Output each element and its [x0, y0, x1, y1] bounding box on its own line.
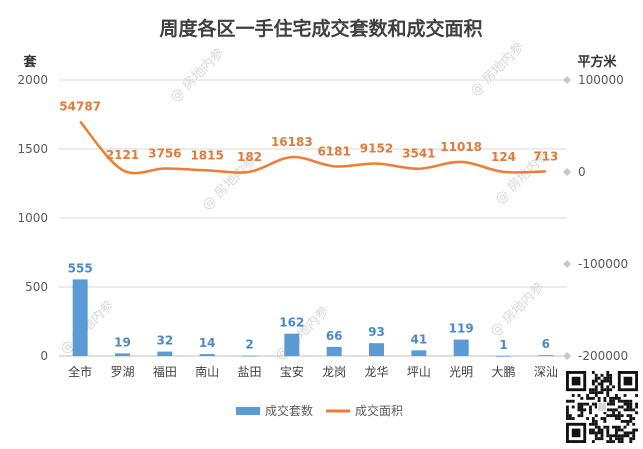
watermark: @ 房地内参: [487, 279, 547, 339]
category-label: 全市: [68, 364, 92, 379]
bar: [72, 279, 88, 356]
category-label: 盐田: [237, 365, 261, 379]
category-labels: 全市 罗湖 福田 南山 盐田 宝安 龙岗 龙华 坪山 光明 大鹏 深汕: [68, 364, 558, 379]
left-axis-unit: 套: [22, 54, 37, 70]
watermarks: @ 房地内参 @ 房地内参@ 房地内参 @ 房地内参@ 房地内参 @ 房地内参 @ 房地…: [57, 39, 552, 363]
bar-series: 555 19 32 14 2 162 66 93 41 119 1 6: [68, 261, 554, 357]
right-tick-marker: [563, 168, 571, 176]
bar-data-label: 93: [368, 325, 385, 339]
line-data-label: 9152: [360, 142, 393, 156]
right-axis-ticks: -200000 -100000 0 100000: [563, 73, 628, 363]
chart-title: 周度各区一手住宅成交套数和成交面积: [159, 17, 482, 40]
legend-label-bar: 成交套数: [265, 403, 313, 418]
right-tick-marker: [563, 352, 571, 360]
legend-label-line: 成交面积: [355, 403, 403, 418]
legend: 成交套数 成交面积: [236, 403, 403, 418]
bar: [115, 353, 130, 356]
line-data-label: 182: [237, 150, 262, 164]
category-label: 福田: [153, 364, 177, 379]
right-tick-marker: [563, 260, 571, 268]
line-data-label: 16183: [271, 135, 313, 149]
category-label: 龙岗: [322, 365, 346, 379]
bar-data-label: 66: [326, 329, 343, 343]
bar-data-label: 41: [410, 332, 427, 346]
bar-data-label: 19: [114, 335, 131, 349]
bar-data-label: 14: [199, 336, 216, 350]
qr-code-icon: [566, 371, 638, 443]
bar-data-label: 2: [245, 338, 253, 352]
bar-data-label: 1: [499, 338, 507, 352]
category-label: 龙华: [364, 365, 388, 379]
left-tick-label: 1000: [17, 211, 48, 225]
bar-data-label: 119: [449, 322, 474, 336]
line-data-label: 713: [533, 149, 558, 163]
category-label: 坪山: [407, 365, 431, 379]
line-data-label: 1815: [190, 148, 223, 162]
bar: [199, 354, 215, 356]
watermark: @ 房地内参: [272, 303, 332, 363]
line-series: 54787 2121 3756 1815 182 16183 6181 9152 3541 110…: [59, 100, 558, 175]
right-tick-marker: [563, 76, 571, 84]
bar: [242, 355, 257, 357]
legend-swatch-bar: [236, 407, 260, 415]
bar-data-label: 162: [279, 316, 304, 330]
bar: [284, 333, 300, 356]
line-data-label: 54787: [59, 100, 101, 114]
gridlines: [59, 79, 567, 357]
line-data-label: 124: [491, 150, 516, 164]
left-axis-ticks: 0 500 1000 1500 2000: [17, 73, 48, 363]
line-data-label: 3756: [148, 147, 181, 161]
line-data-label: 2121: [106, 148, 139, 162]
bar: [326, 346, 342, 356]
bar-data-label: 555: [68, 261, 93, 275]
category-label: 大鹏: [491, 365, 515, 379]
category-label: 罗湖: [110, 364, 134, 379]
category-label: 南山: [195, 364, 219, 379]
line-data-label: 3541: [402, 147, 435, 161]
watermark: @ 房地内参: [167, 45, 227, 105]
left-tick-label: 0: [40, 349, 48, 363]
right-tick-label: -200000: [578, 349, 628, 363]
left-tick-label: 1500: [17, 142, 48, 156]
line-path: [79, 120, 546, 175]
line-data-label: 6181: [317, 144, 350, 158]
right-tick-label: 100000: [578, 73, 624, 87]
right-tick-label: 0: [578, 165, 586, 179]
watermark: @ 房地内参: [467, 39, 527, 99]
bar-data-label: 32: [156, 334, 173, 348]
category-label: 光明: [449, 365, 473, 379]
category-label: 深汕: [534, 365, 558, 379]
category-label: 宝安: [280, 364, 304, 379]
right-tick-label: -100000: [578, 257, 628, 271]
right-axis-unit: 平方米: [577, 54, 617, 70]
bar: [453, 339, 469, 356]
left-tick-label: 500: [25, 280, 48, 294]
bar: [496, 355, 511, 357]
bar: [411, 350, 427, 356]
bar: [369, 343, 384, 356]
left-tick-label: 2000: [17, 73, 48, 87]
line-data-label: 11018: [440, 140, 482, 154]
bar: [538, 355, 554, 356]
bar: [157, 351, 173, 356]
bar-data-label: 6: [542, 337, 550, 351]
